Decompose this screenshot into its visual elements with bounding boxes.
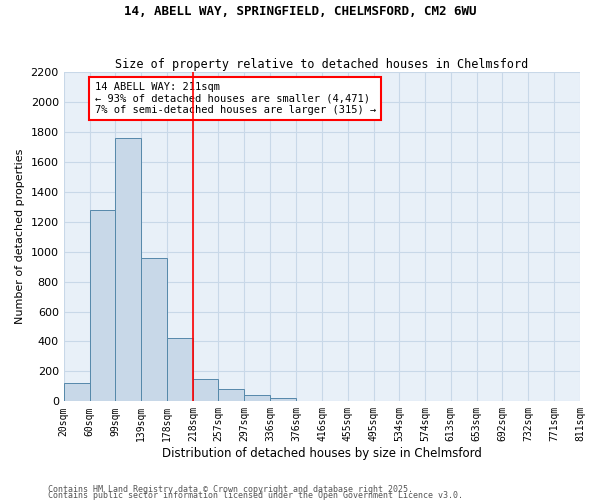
Text: Contains public sector information licensed under the Open Government Licence v3: Contains public sector information licen… — [48, 490, 463, 500]
Bar — [244, 396, 270, 402]
X-axis label: Distribution of detached houses by size in Chelmsford: Distribution of detached houses by size … — [162, 447, 482, 460]
Y-axis label: Number of detached properties: Number of detached properties — [15, 149, 25, 324]
Bar — [167, 338, 193, 402]
Text: 14, ABELL WAY, SPRINGFIELD, CHELMSFORD, CM2 6WU: 14, ABELL WAY, SPRINGFIELD, CHELMSFORD, … — [124, 5, 476, 18]
Bar — [218, 390, 244, 402]
Bar — [270, 398, 296, 402]
Text: 14 ABELL WAY: 211sqm
← 93% of detached houses are smaller (4,471)
7% of semi-det: 14 ABELL WAY: 211sqm ← 93% of detached h… — [95, 82, 376, 115]
Bar — [64, 384, 90, 402]
Bar — [90, 210, 115, 402]
Title: Size of property relative to detached houses in Chelmsford: Size of property relative to detached ho… — [115, 58, 529, 71]
Bar — [142, 258, 167, 402]
Text: Contains HM Land Registry data © Crown copyright and database right 2025.: Contains HM Land Registry data © Crown c… — [48, 484, 413, 494]
Bar — [115, 138, 142, 402]
Bar — [193, 379, 218, 402]
